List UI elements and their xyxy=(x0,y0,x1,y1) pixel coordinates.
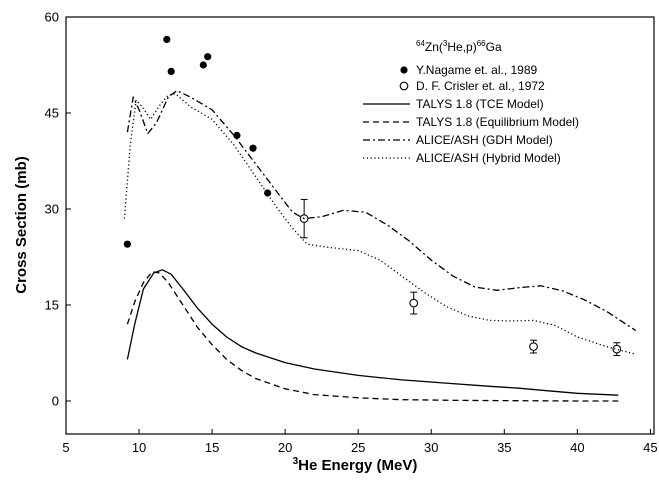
data-point xyxy=(264,189,272,197)
series-line xyxy=(123,93,636,355)
plot-frame xyxy=(65,16,655,435)
legend-item: ALICE/ASH (Hybrid Model) xyxy=(363,151,561,165)
x-axis-title: 3He Energy (MeV) xyxy=(293,456,418,474)
series-line xyxy=(126,269,619,396)
legend-item: D. F. Crisler et. al., 1972 xyxy=(399,79,545,93)
x-tick-label: 30 xyxy=(424,440,438,455)
legend-item: TALYS 1.8 (TCE Model) xyxy=(363,97,544,111)
series-talys-1-8-equilibrium-model xyxy=(126,271,619,402)
legend-title-part: 66 xyxy=(477,39,486,48)
data-point xyxy=(249,144,257,152)
axis-ticks: 5 10 15 20 25 30 35 40 45 0 15 30 45 60 xyxy=(45,10,658,456)
legend-title-part: He,p) xyxy=(447,40,476,54)
y-tick-label: 30 xyxy=(45,202,59,217)
series-d-f-crisler-et-al-1972 xyxy=(299,198,622,357)
data-point xyxy=(163,35,171,44)
legend-marker xyxy=(400,66,408,74)
legend-title-part: Zn( xyxy=(425,40,443,54)
y-axis-title: Cross Section (mb) xyxy=(13,156,30,294)
series-layer xyxy=(123,35,637,402)
y-tick-label: 60 xyxy=(45,10,59,25)
legend-title-part: Ga xyxy=(486,40,502,54)
x-axis-title-main: He Energy (MeV) xyxy=(298,457,417,474)
x-tick-label: 35 xyxy=(497,440,511,455)
x-tick-label: 5 xyxy=(62,440,69,455)
y-tick-label: 15 xyxy=(45,298,59,313)
data-point xyxy=(123,240,131,248)
legend-item: Y.Nagame et. al., 1989 xyxy=(400,63,538,77)
legend-title-part: 64 xyxy=(416,39,425,48)
series-line xyxy=(126,89,637,332)
legend: 64Zn(3He,p)66Ga Y.Nagame et. al., 1989 D. … xyxy=(363,39,579,165)
data-point xyxy=(529,342,538,351)
y-tick-label: 45 xyxy=(45,106,59,121)
x-axis-title-superscript: 3 xyxy=(293,456,299,467)
y-tick-label: 0 xyxy=(52,394,59,409)
legend-label: ALICE/ASH (GDH Model) xyxy=(416,133,553,147)
legend-title: 64Zn(3He,p)66Ga xyxy=(416,39,502,54)
legend-marker xyxy=(399,81,409,91)
legend-item: ALICE/ASH (GDH Model) xyxy=(363,133,553,147)
data-point xyxy=(204,53,212,61)
series-y-nagame-et-al-1989 xyxy=(123,35,272,248)
legend-title-part: 3 xyxy=(443,39,448,48)
legend-label: TALYS 1.8 (TCE Model) xyxy=(416,97,544,111)
data-point xyxy=(612,344,622,354)
x-tick-label: 20 xyxy=(278,440,292,455)
legend-label: TALYS 1.8 (Equilibrium Model) xyxy=(416,115,579,129)
series-alice-ash-gdh-model xyxy=(126,89,637,332)
x-tick-label: 45 xyxy=(643,440,657,455)
x-tick-label: 15 xyxy=(205,440,219,455)
legend-item: TALYS 1.8 (Equilibrium Model) xyxy=(363,115,579,129)
x-tick-label: 10 xyxy=(132,440,146,455)
legend-label: D. F. Crisler et. al., 1972 xyxy=(416,79,545,93)
x-tick-label: 40 xyxy=(570,440,584,455)
data-point xyxy=(199,61,207,69)
legend-label: Y.Nagame et. al., 1989 xyxy=(416,63,538,77)
series-alice-ash-hybrid-model xyxy=(123,93,636,355)
legend-label: ALICE/ASH (Hybrid Model) xyxy=(416,151,561,165)
x-tick-label: 25 xyxy=(351,440,365,455)
series-talys-1-8-tce-model xyxy=(126,269,619,396)
series-line xyxy=(126,271,619,402)
data-point xyxy=(167,67,175,75)
data-point xyxy=(233,131,241,139)
data-point xyxy=(409,298,419,308)
